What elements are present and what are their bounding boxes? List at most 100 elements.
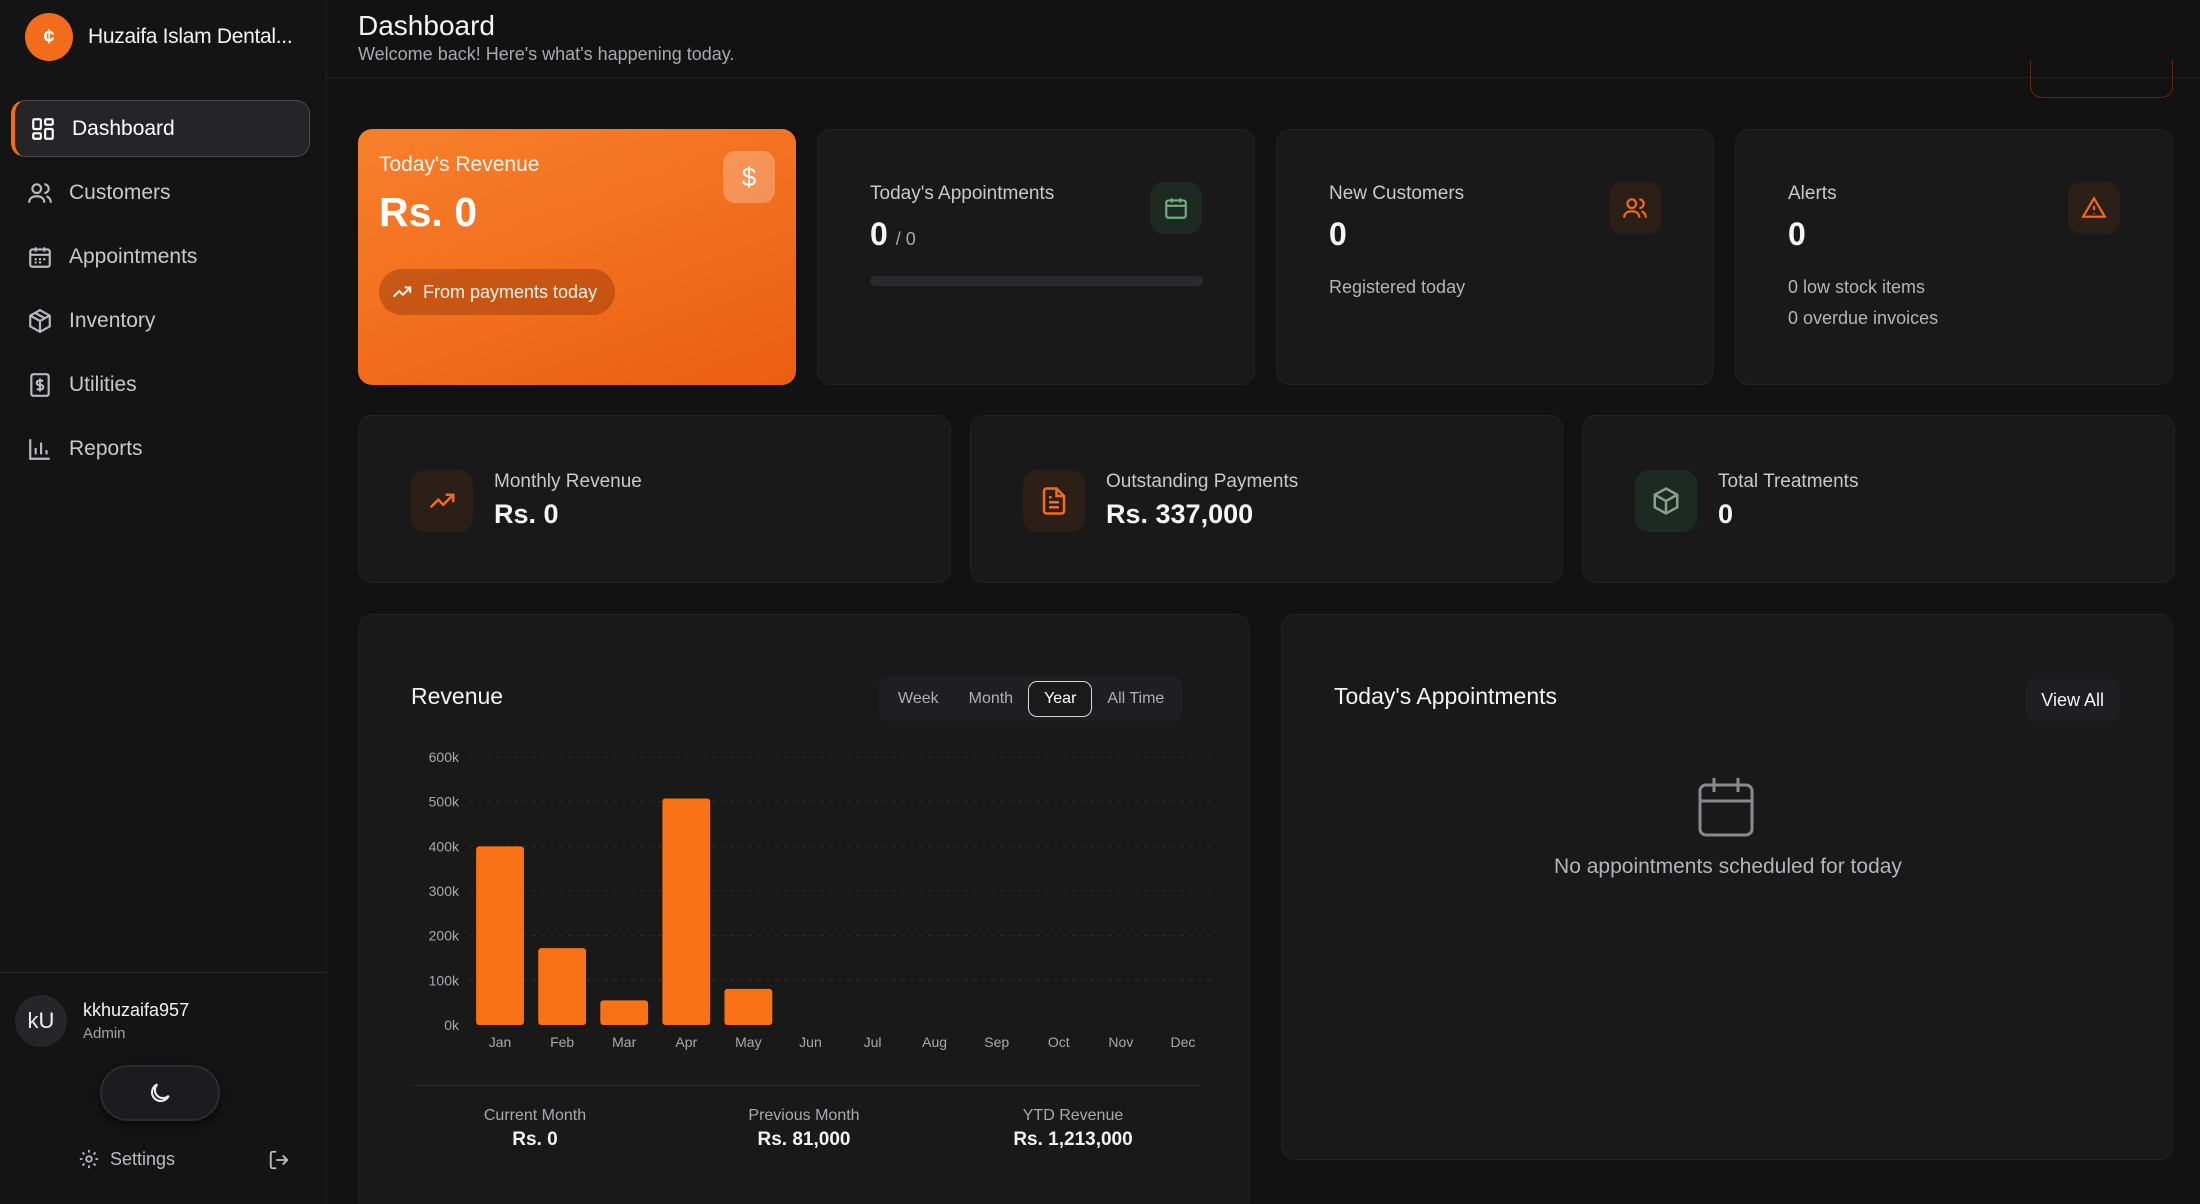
hero-pill: From payments today bbox=[379, 269, 616, 315]
trending-up-icon bbox=[393, 286, 412, 298]
sidebar-item-inventory[interactable]: Inventory bbox=[11, 292, 310, 349]
sidebar-divider bbox=[0, 972, 327, 973]
settings-label: Settings bbox=[110, 1148, 176, 1169]
sidebar-item-reports[interactable]: Reports bbox=[11, 420, 310, 477]
revenue-divider bbox=[411, 1085, 1201, 1086]
y-tick-label: 400k bbox=[429, 838, 460, 854]
mid-value: Rs. 337,000 bbox=[1106, 499, 1254, 529]
sidebar-item-label: Customers bbox=[69, 180, 171, 204]
todays-appointments-panel: Today's Appointments View All No appoint… bbox=[1281, 614, 2173, 1160]
new-customers-card: New Customers 0 Registered today bbox=[1276, 129, 1714, 385]
mid-value: 0 bbox=[1718, 499, 1734, 529]
overdue-invoices-note: 0 overdue invoices bbox=[1788, 308, 1939, 328]
user-role: Admin bbox=[83, 1025, 126, 1042]
y-tick-label: 100k bbox=[429, 972, 460, 988]
stat-note: Registered today bbox=[1329, 277, 1466, 297]
stat-label: New Customers bbox=[1329, 183, 1465, 204]
trending-up-icon bbox=[411, 470, 473, 532]
users-icon bbox=[28, 182, 52, 203]
stat-value: 0 bbox=[1329, 216, 1347, 252]
range-month-button[interactable]: Month bbox=[968, 690, 1014, 707]
x-tick-label: Dec bbox=[1171, 1034, 1196, 1050]
previous-month-label: Previous Month bbox=[748, 1107, 860, 1124]
alerts-card: Alerts 0 0 low stock items 0 overdue inv… bbox=[1735, 129, 2173, 385]
sidebar-item-label: Inventory bbox=[69, 308, 156, 332]
todays-appointments-card: Today's Appointments 0 / 0 bbox=[817, 129, 1255, 385]
page-subtitle: Welcome back! Here's what's happening to… bbox=[358, 44, 735, 64]
user-profile[interactable]: kU kkhuzaifa957 Admin bbox=[15, 995, 189, 1047]
stat-value: 0 / 0 bbox=[870, 216, 916, 253]
ytd-revenue-stat: YTD Revenue Rs. 1,213,000 bbox=[943, 1107, 1203, 1151]
user-name: kkhuzaifa957 bbox=[83, 1000, 190, 1020]
x-tick-label: Mar bbox=[612, 1034, 636, 1050]
brand-name: Huzaifa Islam Dental... bbox=[88, 25, 293, 48]
brand[interactable]: ¢ Huzaifa Islam Dental... bbox=[25, 13, 293, 61]
settings-button[interactable]: Settings bbox=[78, 1148, 175, 1170]
hero-value: Rs. 0 bbox=[379, 189, 477, 235]
total-treatments-card: Total Treatments 0 bbox=[1582, 415, 2175, 583]
warning-icon bbox=[2068, 182, 2120, 234]
x-tick-label: Jan bbox=[489, 1034, 512, 1050]
logout-icon bbox=[269, 1150, 289, 1170]
package-icon bbox=[1635, 470, 1697, 532]
theme-toggle-button[interactable] bbox=[100, 1065, 220, 1121]
stat-value: 0 bbox=[1788, 216, 1806, 252]
current-month-stat: Current Month Rs. 0 bbox=[405, 1107, 665, 1151]
appointments-total: / 0 bbox=[895, 229, 916, 249]
todays-revenue-card: Today's Revenue Rs. 0 $ From payments to… bbox=[358, 129, 796, 385]
y-tick-label: 0k bbox=[444, 1017, 460, 1033]
range-week-button[interactable]: Week bbox=[898, 690, 939, 707]
receipt-icon bbox=[30, 372, 50, 397]
appointments-count: 0 bbox=[870, 216, 888, 252]
logout-button[interactable] bbox=[268, 1149, 290, 1176]
sidebar-nav: Dashboard Customers Appointments Invento… bbox=[11, 100, 310, 484]
moon-icon bbox=[150, 1083, 170, 1103]
hero-pill-text: From payments today bbox=[423, 281, 598, 302]
refresh-button[interactable] bbox=[2030, 60, 2173, 98]
x-tick-label: May bbox=[735, 1034, 761, 1050]
revenue-card: Revenue Week Month Year All Time 0k 100k 2… bbox=[358, 614, 1250, 1204]
stat-label: Alerts bbox=[1788, 183, 1837, 204]
revenue-bar-chart: 0k 100k 200k 300k 400k 500k 600k Jan Feb Mar Apr Ma… bbox=[429, 749, 1214, 1050]
mid-label: Monthly Revenue bbox=[494, 471, 642, 492]
y-tick-label: 500k bbox=[429, 794, 460, 810]
y-tick-label: 300k bbox=[429, 883, 460, 899]
mid-value: Rs. 0 bbox=[494, 499, 559, 529]
sidebar: ¢ Huzaifa Islam Dental... Dashboard Cust… bbox=[0, 0, 327, 1204]
appointments-progress-bar bbox=[870, 276, 1203, 286]
current-month-label: Current Month bbox=[483, 1107, 587, 1124]
revenue-bar bbox=[538, 948, 587, 1025]
sidebar-item-utilities[interactable]: Utilities bbox=[11, 356, 310, 413]
dashboard-icon bbox=[32, 117, 54, 140]
document-icon bbox=[1023, 470, 1085, 532]
sidebar-item-dashboard[interactable]: Dashboard bbox=[11, 100, 310, 157]
gear-icon bbox=[79, 1149, 99, 1169]
view-all-button[interactable]: View All bbox=[2025, 679, 2120, 721]
revenue-bar bbox=[662, 798, 711, 1025]
ytd-label: YTD Revenue bbox=[1022, 1107, 1124, 1124]
mid-label: Total Treatments bbox=[1718, 471, 1859, 492]
page-header: Dashboard Welcome back! Here's what's ha… bbox=[327, 0, 2200, 78]
sidebar-item-label: Dashboard bbox=[72, 116, 175, 140]
y-tick-label: 600k bbox=[429, 749, 460, 765]
x-tick-label: Sep bbox=[984, 1034, 1009, 1050]
x-tick-label: Aug bbox=[922, 1034, 947, 1050]
sidebar-item-label: Appointments bbox=[69, 244, 198, 268]
range-selector: Week Month Year All Time bbox=[879, 677, 1184, 721]
brand-logo-icon: ¢ bbox=[25, 13, 73, 61]
revenue-bar bbox=[724, 988, 773, 1025]
range-year-button[interactable]: Year bbox=[1028, 681, 1093, 717]
low-stock-note: 0 low stock items bbox=[1788, 277, 1926, 297]
dollar-icon: $ bbox=[723, 151, 775, 203]
revenue-title: Revenue bbox=[411, 683, 504, 709]
sidebar-item-label: Utilities bbox=[69, 372, 137, 396]
revenue-bar bbox=[476, 846, 524, 1025]
monthly-revenue-card: Monthly Revenue Rs. 0 bbox=[358, 415, 951, 583]
sidebar-item-customers[interactable]: Customers bbox=[11, 164, 310, 221]
stat-label: Today's Appointments bbox=[870, 183, 1055, 204]
range-all-time-button[interactable]: All Time bbox=[1107, 690, 1165, 707]
ytd-value: Rs. 1,213,000 bbox=[1013, 1129, 1133, 1150]
sidebar-item-appointments[interactable]: Appointments bbox=[11, 228, 310, 285]
empty-state-text: No appointments scheduled for today bbox=[1554, 855, 1902, 878]
y-tick-label: 200k bbox=[429, 928, 460, 944]
